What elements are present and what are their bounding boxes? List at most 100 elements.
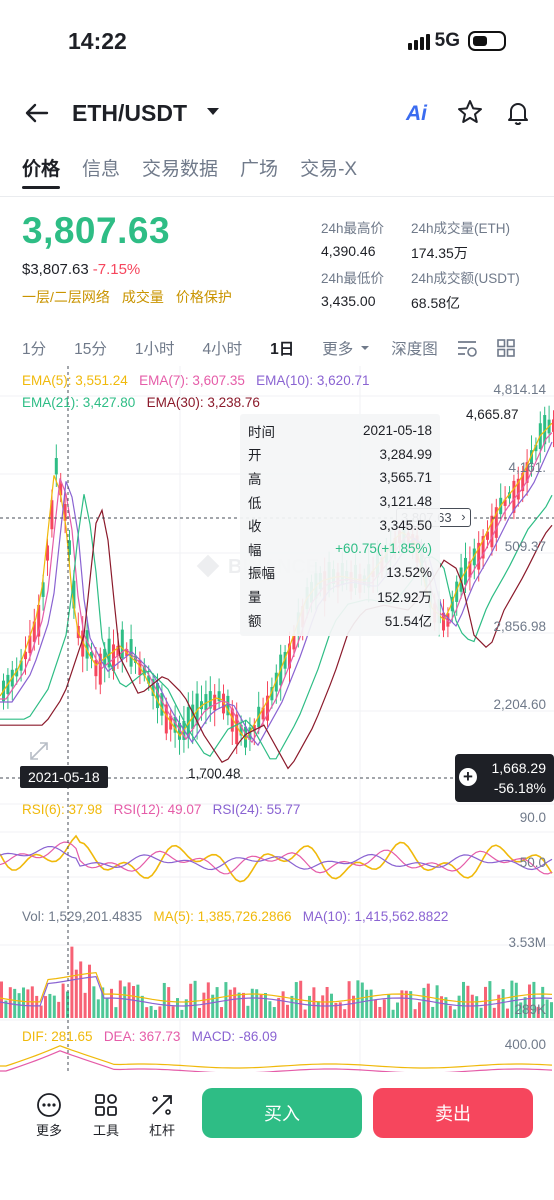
interval-1d[interactable]: 1日	[270, 341, 295, 358]
volume-bar	[536, 1006, 540, 1018]
candle-body	[239, 724, 243, 736]
candle-body	[200, 701, 203, 710]
volume-bars	[0, 946, 553, 1018]
tab-square[interactable]: 广场	[240, 159, 279, 180]
tooltip-row: 幅 +60.75(+1.85%)	[248, 541, 432, 558]
candle-body	[63, 503, 67, 521]
macd-lines	[0, 1045, 553, 1072]
volume-bar	[286, 1004, 289, 1018]
crosshair-price-box[interactable]: + 1,668.29 -56.18%	[455, 754, 554, 802]
volume-bar	[510, 980, 514, 1018]
indicator-settings-icon[interactable]	[456, 337, 478, 359]
tools-button[interactable]: 工具	[84, 1092, 128, 1139]
interval-bar: 1分 15分 1小时 4小时 1日 更多 深度图	[22, 337, 542, 359]
leverage-button[interactable]: 杠杆	[140, 1092, 184, 1139]
volume-bar	[237, 992, 241, 1018]
tab-trade-x[interactable]: 交易-X	[300, 159, 358, 180]
tab-price[interactable]: 价格	[22, 159, 61, 180]
candle-body	[534, 444, 538, 452]
ema-legend-row1: EMA(5): 3,551.24 EMA(7): 3,607.35 EMA(10…	[22, 373, 369, 388]
last-price: 3,807.63	[22, 210, 171, 251]
candle-body	[274, 672, 278, 692]
leverage-icon	[152, 1095, 172, 1115]
volume-bar	[215, 987, 219, 1018]
ma5-label: MA(5): 1,385,726.2866	[153, 909, 292, 924]
candle-body	[446, 613, 450, 627]
more-label: 更多	[35, 1123, 62, 1138]
candle-body	[151, 679, 155, 696]
candle-body	[24, 651, 27, 660]
volume-bar	[404, 990, 408, 1018]
ai-icon[interactable]: Ai	[406, 102, 427, 125]
rsi-legend: RSI(6): 37.98 RSI(12): 49.07 RSI(24): 55…	[22, 802, 300, 817]
volume-bar	[132, 986, 135, 1018]
candle-body	[266, 695, 269, 721]
interval-more[interactable]: 更多	[322, 341, 354, 358]
volume-axis-bottom: 289K	[514, 1002, 546, 1017]
interval-1m[interactable]: 1分	[22, 341, 47, 358]
tooltip-row: 开 3,284.99	[248, 446, 432, 464]
volume-bar	[352, 995, 355, 1018]
tag-price-protection[interactable]: 价格保护	[175, 289, 232, 305]
volume-bar	[211, 994, 215, 1018]
volume-bar	[158, 1006, 162, 1018]
interval-4h[interactable]: 4小时	[202, 341, 243, 358]
depth-chart-tab[interactable]: 深度图	[391, 341, 438, 358]
volume-bar	[277, 997, 281, 1018]
tab-info[interactable]: 信息	[82, 159, 121, 180]
price-axis-label: 2,204.60	[493, 697, 546, 712]
status-time: 14:22	[68, 28, 127, 54]
candle-body	[90, 652, 93, 659]
status-bar: 14:22 5G	[0, 0, 554, 84]
chevron-down-icon[interactable]	[207, 108, 219, 115]
more-button[interactable]: 更多	[27, 1092, 71, 1139]
volume-bar	[343, 1009, 347, 1018]
candle-body	[208, 691, 212, 709]
volume-bar	[123, 986, 127, 1018]
star-icon[interactable]	[456, 98, 484, 126]
ema-line	[0, 441, 553, 747]
volume-bar	[79, 961, 83, 1018]
bell-icon[interactable]	[504, 98, 532, 126]
candle-body	[543, 415, 547, 445]
volume-bar	[334, 1002, 338, 1018]
tag-links: 一层/二层网络 成交量 价格保护	[22, 287, 232, 307]
volume-bar	[246, 1005, 250, 1018]
candle-body	[41, 582, 45, 597]
volume-bar	[8, 987, 12, 1018]
chevron-down-icon[interactable]	[359, 342, 371, 354]
tag-volume[interactable]: 成交量	[121, 289, 164, 305]
candle-body	[512, 480, 516, 513]
volume-bar	[497, 994, 501, 1018]
plus-icon[interactable]: +	[459, 768, 477, 786]
buy-button[interactable]: 买入	[202, 1088, 362, 1138]
layout-grid-icon[interactable]	[496, 338, 516, 358]
volume-bar	[255, 989, 259, 1018]
sell-button[interactable]: 卖出	[373, 1088, 533, 1138]
candle-body	[261, 707, 265, 720]
interval-15m[interactable]: 15分	[74, 341, 107, 358]
volume-bar	[48, 993, 52, 1018]
expand-icon[interactable]	[26, 738, 52, 764]
volume-bar	[83, 992, 87, 1018]
tab-trading-data[interactable]: 交易数据	[142, 159, 219, 180]
ema-line	[0, 422, 553, 741]
pair-title[interactable]: ETH/USDT	[72, 100, 187, 126]
volume-bar	[233, 987, 237, 1018]
macd-line	[0, 1045, 553, 1069]
volume-bar	[501, 989, 505, 1018]
tooltip-row: 量 152.92万	[248, 589, 432, 605]
dif-label: DIF: 281.65	[22, 1029, 93, 1044]
interval-1h[interactable]: 1小时	[134, 341, 175, 358]
volume-bar	[545, 999, 549, 1018]
ema5-label: EMA(5): 3,551.24	[22, 373, 128, 388]
tag-layer-network[interactable]: 一层/二层网络	[22, 289, 110, 305]
header: ETH/USDT Ai	[0, 90, 554, 138]
volume-bar	[114, 1007, 118, 1018]
candle-body	[283, 651, 287, 669]
crosshair-date-label: 2021-05-18	[20, 766, 108, 788]
back-arrow-icon[interactable]	[22, 98, 52, 128]
volume-bar	[281, 991, 285, 1018]
ema21-label: EMA(21): 3,427.80	[22, 395, 136, 410]
candle-body	[213, 694, 217, 711]
